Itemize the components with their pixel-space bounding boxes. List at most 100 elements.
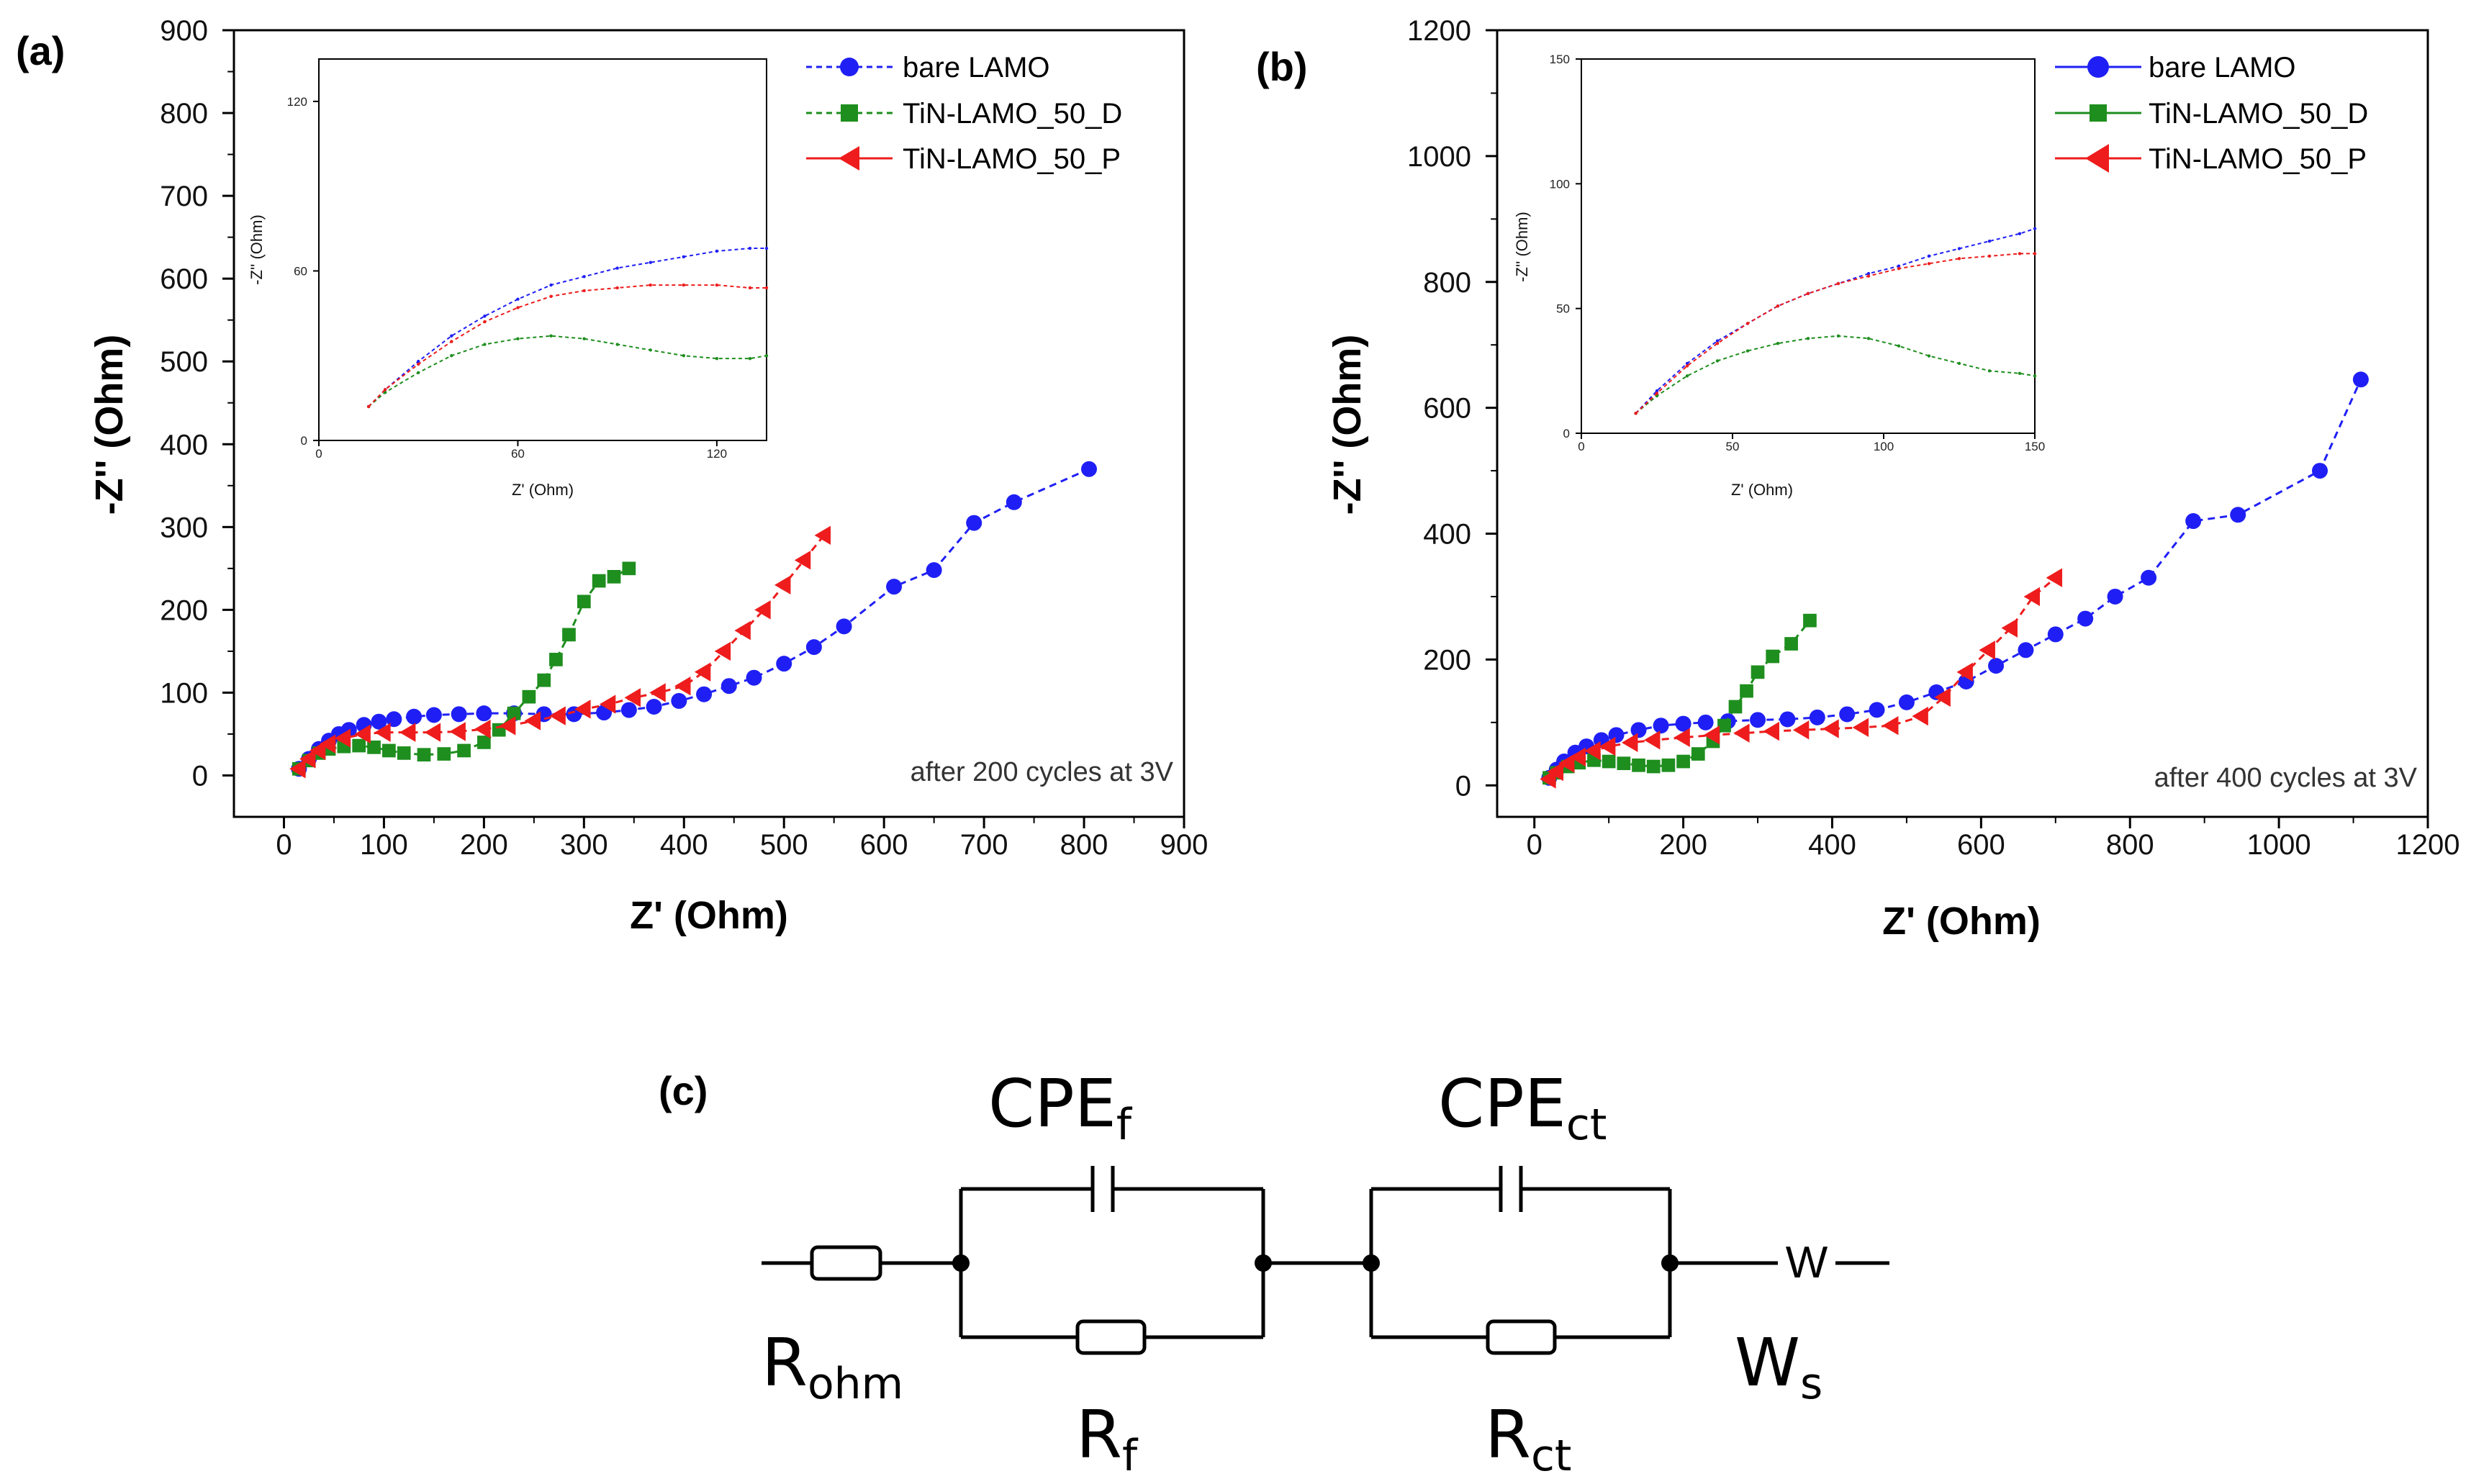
data-point: [386, 711, 402, 728]
data-point: [836, 618, 852, 635]
data-point: [748, 286, 752, 290]
data-point: [2018, 232, 2022, 235]
data-point: [582, 337, 586, 340]
inset-y-label-b: -Z'' (Ohm): [1513, 212, 1531, 282]
data-point: [1655, 392, 1659, 395]
data-point: [1685, 374, 1689, 378]
x-axis-label-a: Z' (Ohm): [630, 894, 788, 937]
y-tick-label: 0: [192, 760, 208, 792]
data-point: [450, 340, 453, 343]
inset-y-label-a: -Z'' (Ohm): [248, 214, 266, 285]
inset-x-label-b: Z' (Ohm): [1731, 481, 1793, 499]
data-point: [483, 315, 487, 318]
x-tick-label: 1200: [2396, 829, 2460, 861]
label-w-s: Ws: [1735, 1324, 1822, 1409]
data-point: [671, 692, 687, 709]
annotation-a: after 200 cycles at 3V: [911, 757, 1174, 787]
data-point: [334, 728, 351, 748]
series-line-bare LAMO: [298, 468, 1090, 770]
data-point: [382, 743, 396, 758]
data-point: [622, 561, 636, 576]
data-point: [1897, 267, 1901, 271]
y-axis-label-b: -Z'' (Ohm): [1326, 335, 1369, 515]
data-point: [417, 359, 420, 363]
data-point: [1745, 349, 1750, 353]
data-point: [371, 713, 387, 730]
data-point: [450, 334, 453, 338]
data-point: [1792, 720, 1810, 740]
data-point: [1661, 758, 1676, 772]
series-line-bare LAMO: [368, 248, 767, 407]
data-point: [477, 736, 491, 749]
data-point: [1809, 709, 1825, 725]
data-point: [549, 653, 563, 666]
chart-a: (a) 0 100 200 300 400 500 600 700 800 90001002003…: [16, 15, 1208, 937]
x-tick-label: 120: [707, 447, 727, 461]
legend-label-d: TiN-LAMO_50_D: [903, 98, 1122, 130]
data-point: [425, 707, 442, 723]
data-point: [1956, 662, 1973, 682]
data-point: [1852, 718, 1869, 738]
label-cpe-ct: CPEct: [1438, 1065, 1607, 1150]
legend-marker-triangle: [2085, 144, 2109, 173]
x-tick-label: 800: [1060, 829, 1108, 861]
data-point: [615, 343, 619, 346]
series-line-TiN-LAMO_50_P: [1548, 576, 2056, 780]
data-point: [424, 723, 441, 742]
data-point: [620, 702, 637, 718]
y-tick-label: 900: [160, 15, 208, 47]
data-point: [549, 706, 566, 725]
data-point: [397, 746, 411, 760]
y-tick-label: 600: [1423, 393, 1471, 425]
y-tick-label: 1000: [1407, 141, 1471, 173]
warburg-element: W: [1786, 1238, 1828, 1288]
data-point: [1673, 728, 1690, 748]
data-point: [1957, 247, 1961, 250]
axis-ticks-a: 0 100 200 300 400 500 600 700 800 900010020030040…: [160, 15, 1208, 861]
data-point: [1569, 747, 1586, 767]
data-point: [1927, 262, 1931, 266]
legend-label-d: TiN-LAMO_50_D: [2149, 98, 2368, 130]
y-tick-label: 0: [1563, 427, 1570, 440]
data-point: [886, 579, 903, 595]
data-point: [1602, 754, 1616, 769]
label-r-f: Rf: [1076, 1396, 1139, 1481]
x-tick-label: 0: [315, 447, 322, 461]
legend-item-bare-b: bare LAMO: [2055, 52, 2296, 83]
y-tick-label: 300: [160, 512, 208, 543]
data-point: [1766, 649, 1780, 664]
inset-x-label-a: Z' (Ohm): [512, 481, 574, 499]
data-point: [764, 354, 769, 358]
data-point: [674, 677, 691, 696]
data-point: [1715, 342, 1720, 345]
data-point: [1646, 759, 1661, 774]
data-point: [714, 641, 731, 661]
data-point: [549, 294, 553, 298]
data-point: [926, 562, 942, 579]
inset-series-b: [1634, 227, 2037, 415]
inset-ticks-b: 0 50 100 150 0 50 100 150: [1550, 53, 2046, 453]
data-point: [1715, 359, 1720, 363]
data-point: [794, 551, 811, 570]
data-point: [1632, 758, 1645, 772]
data-point: [1733, 723, 1750, 743]
data-point: [2033, 227, 2037, 230]
data-point: [715, 356, 719, 361]
data-point: [2230, 507, 2246, 523]
data-point: [417, 748, 431, 762]
data-point: [2107, 588, 2123, 605]
data-point: [1617, 756, 1631, 771]
data-point: [549, 334, 553, 338]
x-tick-label: 300: [560, 829, 608, 861]
data-point: [649, 683, 666, 702]
data-point: [1898, 694, 1915, 710]
data-point: [1927, 254, 1931, 258]
data-point: [1912, 706, 1928, 726]
data-point: [1806, 291, 1810, 296]
circuit-components: [810, 1166, 1557, 1355]
data-point: [1558, 754, 1575, 773]
data-point: [2023, 587, 2041, 607]
data-point: [720, 678, 737, 695]
data-point: [592, 574, 606, 588]
